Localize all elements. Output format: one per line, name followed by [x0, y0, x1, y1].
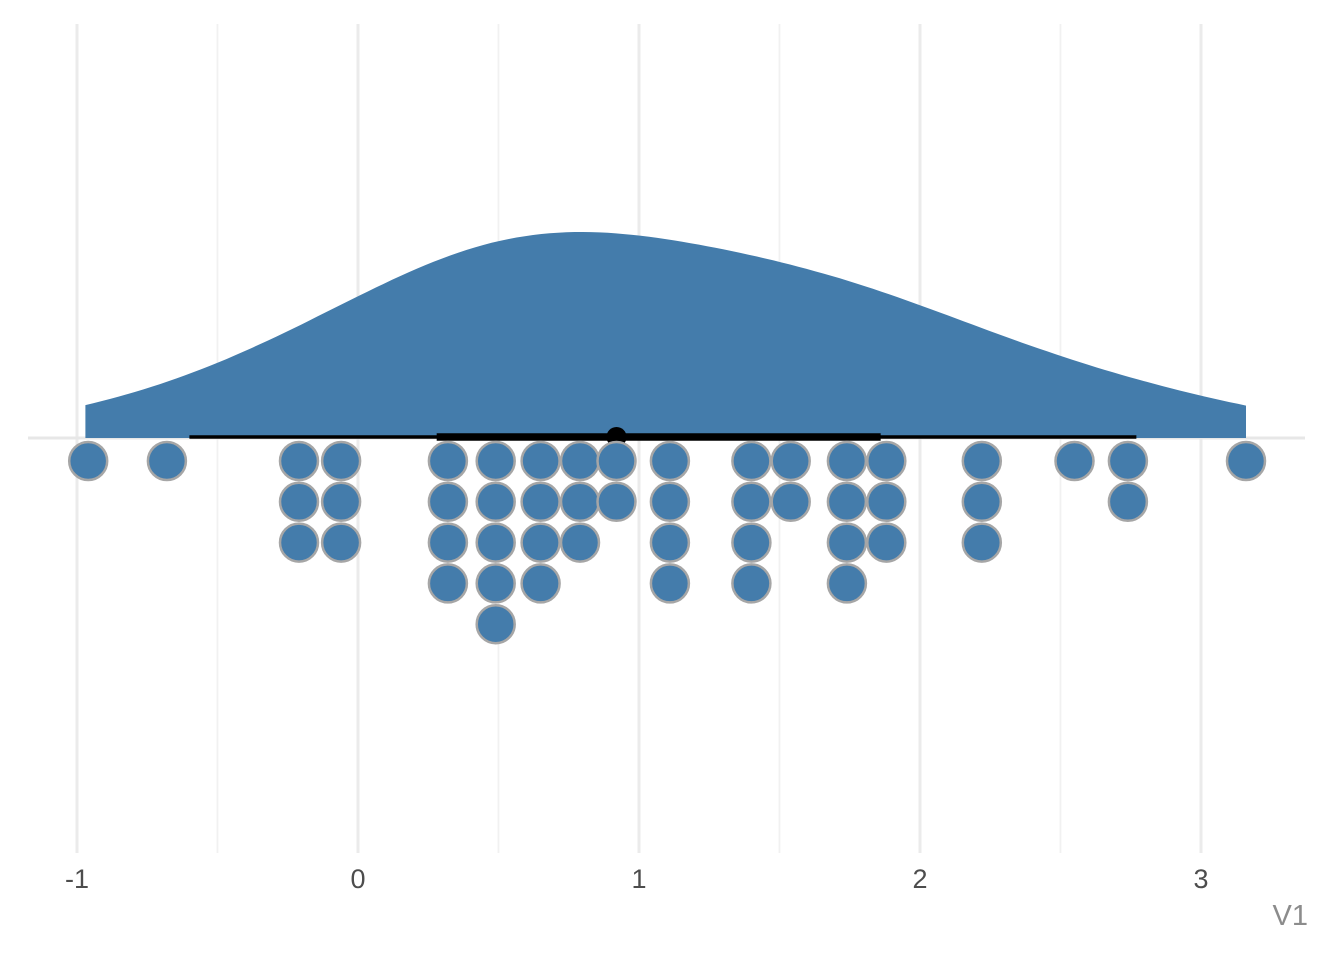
- data-dot: [67, 440, 109, 482]
- data-dot: [475, 522, 516, 563]
- data-dot: [278, 440, 320, 482]
- data-dot: [770, 440, 811, 482]
- data-dot: [649, 481, 691, 523]
- data-dot: [961, 481, 1003, 523]
- density-slab: [85, 232, 1246, 438]
- data-dot: [731, 522, 772, 563]
- data-dot: [826, 440, 868, 482]
- x-tick-label: 1: [631, 864, 646, 894]
- data-dot: [320, 522, 362, 563]
- data-dot: [427, 440, 469, 482]
- data-dot: [475, 563, 516, 604]
- data-dot: [961, 522, 1003, 563]
- data-dot: [559, 481, 601, 523]
- data-dot: [866, 522, 907, 563]
- data-dot: [826, 481, 868, 523]
- data-dot: [559, 440, 601, 482]
- data-dot: [731, 563, 772, 604]
- data-dot: [427, 522, 469, 563]
- data-dot: [649, 522, 691, 563]
- data-dot: [826, 563, 868, 604]
- data-dot: [427, 481, 469, 523]
- data-dot: [1107, 481, 1149, 523]
- data-dot: [596, 440, 637, 482]
- x-axis-title-label: V1: [1272, 900, 1308, 932]
- data-dot: [520, 440, 561, 482]
- data-dot: [866, 481, 907, 523]
- data-dot: [1107, 440, 1149, 482]
- data-dot: [649, 440, 691, 482]
- data-dot: [278, 481, 320, 523]
- data-dot: [731, 440, 772, 482]
- data-dot: [520, 563, 561, 604]
- data-dot: [731, 481, 772, 523]
- data-dot: [1054, 440, 1095, 482]
- data-dot: [320, 481, 362, 523]
- data-dot: [475, 603, 516, 645]
- data-dot: [427, 563, 469, 604]
- data-dot: [475, 481, 516, 523]
- data-dot: [649, 563, 691, 604]
- data-dot: [961, 440, 1003, 482]
- data-dot: [826, 522, 868, 563]
- data-dot: [866, 440, 907, 482]
- x-tick-label: 3: [1193, 864, 1208, 894]
- data-dot: [520, 481, 561, 523]
- data-dot: [278, 522, 320, 563]
- data-dot: [520, 522, 561, 563]
- data-dot: [770, 481, 811, 523]
- data-dot: [320, 440, 362, 482]
- x-tick-label: 2: [912, 864, 927, 894]
- data-dot: [146, 440, 188, 482]
- data-dot: [596, 481, 637, 523]
- data-dot: [1225, 440, 1267, 482]
- data-dot: [475, 440, 516, 482]
- data-dot: [559, 522, 601, 563]
- x-tick-label: -1: [65, 864, 89, 894]
- x-tick-label: 0: [350, 864, 365, 894]
